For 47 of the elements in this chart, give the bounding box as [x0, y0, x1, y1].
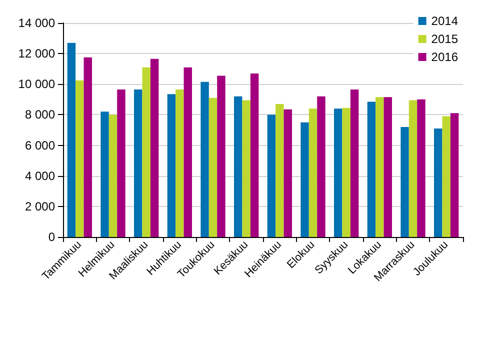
bar	[367, 102, 376, 237]
y-tick-label: 4 000	[24, 168, 56, 183]
bar	[242, 100, 250, 237]
bar	[108, 114, 118, 237]
bar	[284, 109, 292, 237]
bar	[250, 73, 259, 237]
bar	[76, 80, 84, 237]
y-tick-label: 14 000	[18, 16, 56, 30]
bar	[308, 108, 318, 237]
bar	[400, 126, 409, 237]
bar	[334, 108, 342, 237]
bar	[442, 116, 450, 237]
bar	[350, 89, 359, 237]
bar	[184, 67, 192, 237]
bar	[117, 89, 126, 237]
bar	[267, 114, 276, 237]
bar	[376, 97, 384, 237]
y-tick-label: 0	[48, 230, 56, 244]
bar	[317, 96, 326, 237]
bar	[100, 112, 109, 237]
y-tick-label: 2 000	[24, 199, 56, 214]
bar	[384, 97, 392, 237]
y-tick-label: 12 000	[18, 46, 56, 61]
bar	[276, 104, 284, 237]
bar	[134, 89, 142, 237]
legend-label: 2015	[431, 32, 458, 46]
bar	[150, 58, 159, 237]
y-tick-label: 8 000	[24, 108, 56, 122]
bar	[167, 94, 176, 237]
bar	[300, 122, 309, 237]
bar	[450, 113, 459, 237]
y-tick-label: 10 000	[18, 77, 56, 92]
bar	[67, 42, 76, 237]
bar	[342, 108, 350, 237]
bar	[408, 100, 418, 237]
bar	[176, 89, 184, 237]
legend-label: 2014	[431, 14, 458, 28]
bar	[417, 99, 426, 237]
bar	[142, 67, 150, 237]
bar	[217, 76, 226, 237]
bar	[434, 128, 442, 237]
bar	[84, 57, 92, 237]
bar	[208, 98, 218, 237]
bar	[234, 96, 242, 237]
legend-label: 2016	[431, 50, 458, 64]
y-tick-label: 6 000	[24, 138, 56, 152]
bar	[200, 82, 209, 237]
